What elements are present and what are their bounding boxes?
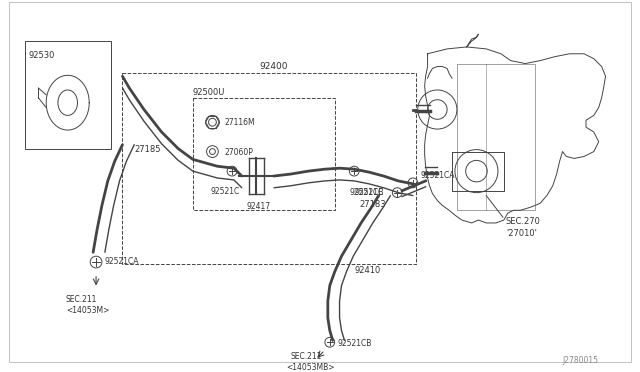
Text: 92521CA: 92521CA bbox=[420, 171, 455, 180]
Text: SEC.270: SEC.270 bbox=[506, 217, 541, 226]
Text: 92530: 92530 bbox=[29, 51, 55, 60]
Text: '27010': '27010' bbox=[506, 229, 537, 238]
Text: 92417: 92417 bbox=[246, 202, 271, 211]
Bar bbox=[193, 98, 335, 210]
Text: J2780015: J2780015 bbox=[563, 356, 598, 365]
Bar bbox=[122, 73, 416, 264]
Text: 92521C: 92521C bbox=[354, 188, 383, 197]
Bar bbox=[25, 41, 111, 149]
Text: 92521CA: 92521CA bbox=[105, 257, 140, 266]
Text: 92521CB: 92521CB bbox=[349, 188, 384, 197]
Text: 27183: 27183 bbox=[359, 201, 386, 209]
Text: 92521C: 92521C bbox=[211, 187, 240, 196]
Text: SEC.211: SEC.211 bbox=[291, 352, 322, 361]
Text: 27116M: 27116M bbox=[224, 118, 255, 127]
Text: 92500U: 92500U bbox=[193, 88, 225, 97]
Text: <14053MB>: <14053MB> bbox=[286, 363, 334, 372]
Text: <14053M>: <14053M> bbox=[66, 306, 109, 315]
Text: 27060P: 27060P bbox=[224, 148, 253, 157]
Text: 92521CB: 92521CB bbox=[338, 339, 372, 348]
Text: SEC.211: SEC.211 bbox=[66, 295, 97, 304]
Text: 92410: 92410 bbox=[354, 266, 380, 275]
Text: 92400: 92400 bbox=[259, 62, 288, 71]
Text: 27185: 27185 bbox=[134, 145, 161, 154]
